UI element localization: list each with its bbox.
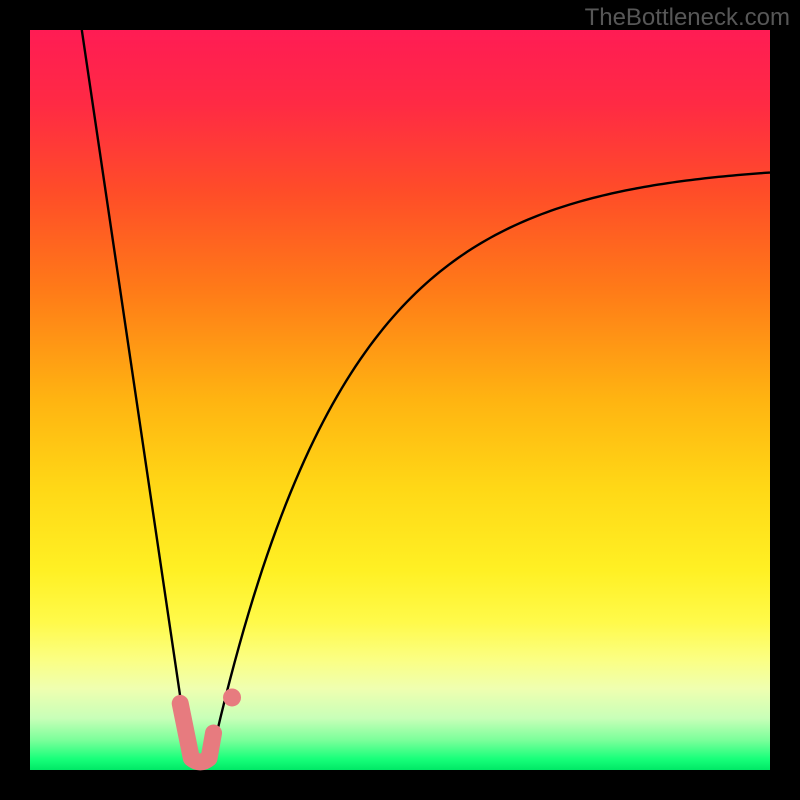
chart-frame: TheBottleneck.com — [0, 0, 800, 800]
highlight-dot — [223, 688, 241, 706]
watermark-text: TheBottleneck.com — [585, 4, 790, 32]
plot-background — [30, 30, 770, 770]
chart-svg — [0, 0, 800, 800]
